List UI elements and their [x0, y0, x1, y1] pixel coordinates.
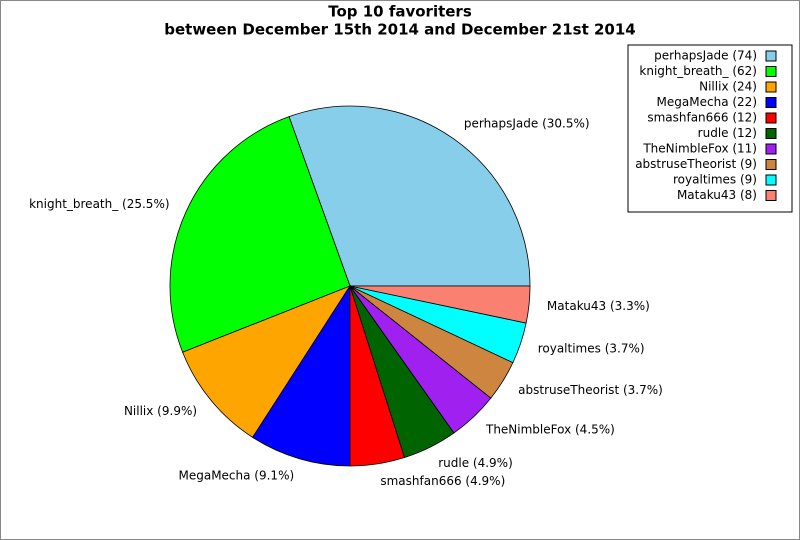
- legend-swatch: [765, 143, 777, 155]
- legend-label: perhapsJade (74): [654, 49, 757, 63]
- pie-slice: [182, 285, 352, 438]
- slice-label: Mataku43 (3.3%): [547, 299, 650, 313]
- legend-label: knight_breath_ (62): [639, 64, 757, 78]
- legend-swatch: [765, 112, 777, 124]
- slice-label: Nillix (9.9%): [124, 404, 197, 418]
- legend-swatch: [765, 159, 777, 170]
- chart-subtitle: between December 15th 2014 and December …: [164, 21, 636, 39]
- pie-slice: [349, 285, 531, 324]
- legend-swatch: [765, 97, 777, 108]
- legend-label: TheNimbleFox (11): [642, 142, 757, 156]
- legend-swatch: [765, 66, 777, 77]
- pie-slice: [288, 105, 531, 287]
- legend-label: abstruseTheorist (9): [635, 157, 757, 171]
- legend-swatch: [765, 174, 777, 186]
- legend-label: MegaMecha (22): [657, 95, 757, 109]
- slice-label: smashfan666 (4.9%): [380, 474, 505, 488]
- slice-label: TheNimbleFox (4.5%): [485, 422, 615, 436]
- slice-label: rudle (4.9%): [438, 456, 513, 470]
- legend-label: smashfan666 (12): [647, 111, 757, 125]
- legend-box: [627, 44, 793, 213]
- pie-slice: [169, 116, 351, 353]
- legend-label: Mataku43 (8): [677, 188, 757, 202]
- legend-swatch: [765, 190, 777, 201]
- legend-swatch: [765, 128, 777, 139]
- legend-swatch: [765, 81, 777, 93]
- legend-label: rudle (12): [698, 126, 757, 140]
- slice-label: royaltimes (3.7%): [538, 341, 645, 355]
- slice-label: knight_breath_ (25.5%): [29, 197, 169, 211]
- legend-label: royaltimes (9): [673, 173, 757, 187]
- pie-slice: [252, 284, 351, 467]
- legend-label: Nillix (24): [699, 80, 757, 94]
- slice-label: abstruseTheorist (3.7%): [518, 383, 663, 397]
- slice-label: MegaMecha (9.1%): [178, 468, 294, 482]
- chart-title: Top 10 favoriters: [328, 3, 472, 21]
- legend-swatch: [765, 50, 777, 62]
- slice-label: perhapsJade (30.5%): [464, 117, 590, 131]
